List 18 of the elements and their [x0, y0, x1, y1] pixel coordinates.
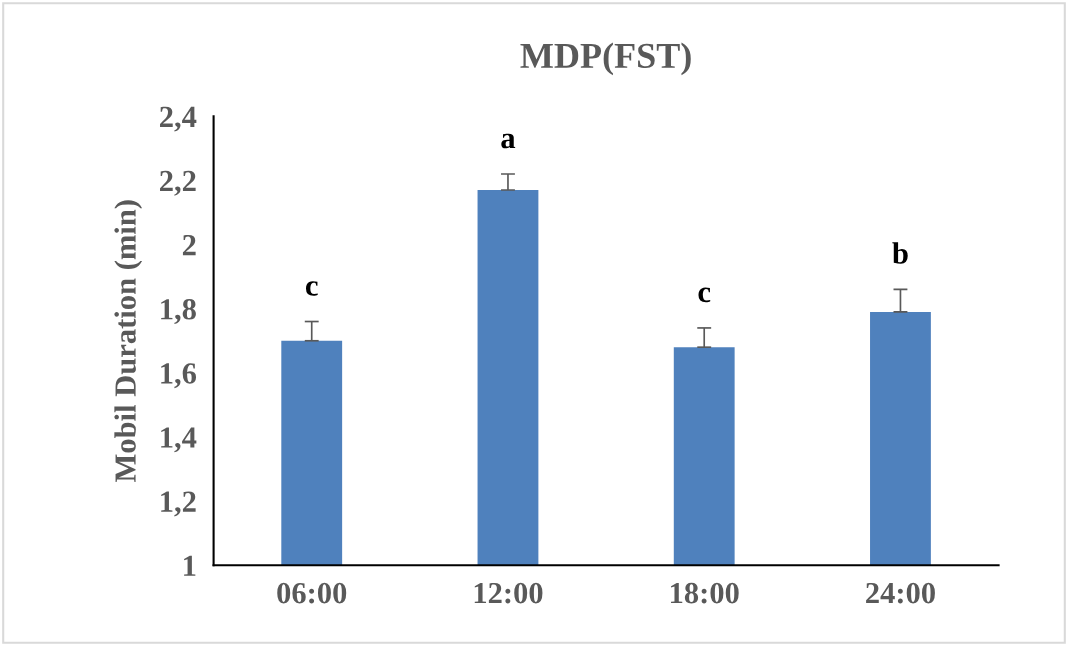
annotation: a — [501, 133, 516, 149]
chart-title: MDP(FST) — [520, 42, 691, 76]
annotation: c — [305, 281, 318, 296]
y-tick-label: 1,6 — [161, 363, 197, 389]
y-tick-label: 2 — [182, 234, 196, 256]
y-tick-label: 1 — [184, 555, 196, 576]
x-tick-label: 24:00 — [866, 582, 935, 604]
y-tick-label: 2,2 — [160, 170, 196, 196]
annotation: b — [892, 242, 908, 264]
y-tick-label: 1,8 — [161, 298, 196, 325]
annotation: c — [698, 287, 711, 303]
x-tick-label: 06:00 — [277, 582, 347, 604]
x-tick-label: 18:00 — [671, 582, 739, 604]
y-tick-label: 2,4 — [160, 106, 197, 132]
x-tick-label: 12:00 — [474, 582, 543, 604]
y-tick-label: 1,2 — [161, 491, 196, 517]
y-axis-title: Mobil Duration (min) — [114, 200, 143, 482]
y-tick-label: 1,4 — [161, 427, 197, 453]
